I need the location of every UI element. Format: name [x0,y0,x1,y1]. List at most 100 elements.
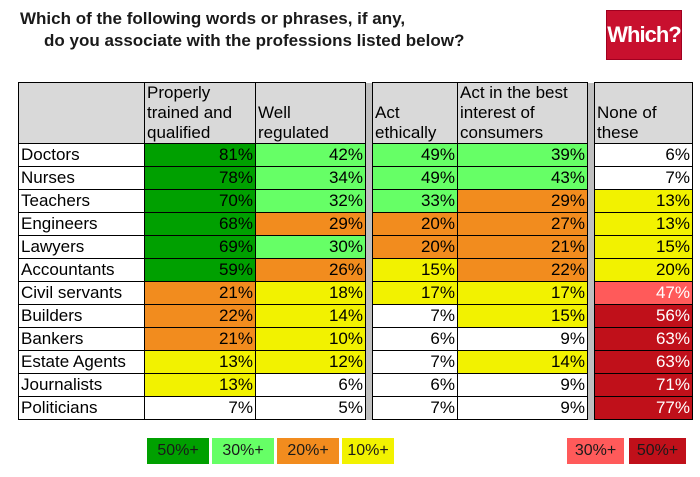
profession-label: Bankers [18,327,145,351]
table-row: Doctors 81% 42% 49% 39% 6% [18,143,693,167]
profession-label: Teachers [18,189,145,213]
value-cell: 56% [594,304,693,328]
profession-label: Civil servants [18,281,145,305]
column-gap [587,258,595,282]
column-gap [365,212,373,236]
column-gap [587,281,595,305]
value-cell: 29% [457,189,588,213]
profession-label: Lawyers [18,235,145,259]
legend-none-50-plus: 50%+ [629,438,686,464]
column-gap [587,373,595,397]
legend-none-30-plus: 30%+ [567,438,624,464]
column-gap [587,304,595,328]
value-cell: 21% [144,281,256,305]
profession-label: Builders [18,304,145,328]
profession-label: Doctors [18,143,145,167]
value-cell: 15% [457,304,588,328]
column-gap [365,350,373,374]
table-row: Lawyers 69% 30% 20% 21% 15% [18,235,693,259]
value-cell: 15% [594,235,693,259]
value-cell: 10% [255,327,366,351]
value-cell: 68% [144,212,256,236]
column-header: Act ethically [372,82,458,144]
column-gap [365,235,373,259]
value-cell: 30% [255,235,366,259]
column-gap [365,143,373,167]
column-header: None of these [594,82,693,144]
column-header: Properly trained and qualified [144,82,256,144]
column-gap [365,258,373,282]
value-cell: 26% [255,258,366,282]
column-gap [587,212,595,236]
profession-label: Nurses [18,166,145,190]
value-cell: 33% [372,189,458,213]
table-row: Nurses 78% 34% 49% 43% 7% [18,166,693,190]
value-cell: 17% [372,281,458,305]
value-cell: 63% [594,350,693,374]
value-cell: 9% [457,396,588,420]
legend-30-plus: 30%+ [212,438,274,464]
value-cell: 17% [457,281,588,305]
value-cell: 7% [144,396,256,420]
value-cell: 49% [372,166,458,190]
value-cell: 14% [255,304,366,328]
value-cell: 13% [144,350,256,374]
value-cell: 34% [255,166,366,190]
column-gap [365,304,373,328]
value-cell: 5% [255,396,366,420]
which-logo: Which? [606,10,682,60]
table-row: Teachers 70% 32% 33% 29% 13% [18,189,693,213]
column-gap [365,396,373,420]
value-cell: 20% [372,212,458,236]
column-gap [587,166,595,190]
table-row: Estate Agents 13% 12% 7% 14% 63% [18,350,693,374]
column-gap [587,189,595,213]
table-row: Bankers 21% 10% 6% 9% 63% [18,327,693,351]
table-row: Accountants 59% 26% 15% 22% 20% [18,258,693,282]
profession-label: Politicians [18,396,145,420]
value-cell: 7% [372,396,458,420]
column-gap [587,350,595,374]
value-cell: 42% [255,143,366,167]
value-cell: 81% [144,143,256,167]
column-gap [365,281,373,305]
results-table: Properly trained and qualified Well regu… [18,82,693,420]
profession-label: Accountants [18,258,145,282]
value-cell: 13% [594,212,693,236]
column-gap [365,189,373,213]
title-line-1: Which of the following words or phrases,… [20,9,406,28]
column-gap [587,235,595,259]
table-row: Engineers 68% 29% 20% 27% 13% [18,212,693,236]
column-gap [587,143,595,167]
column-gap [365,327,373,351]
value-cell: 70% [144,189,256,213]
value-cell: 6% [594,143,693,167]
value-cell: 32% [255,189,366,213]
value-cell: 69% [144,235,256,259]
results-table-container: Properly trained and qualified Well regu… [18,82,693,420]
value-cell: 6% [255,373,366,397]
value-cell: 12% [255,350,366,374]
profession-label: Estate Agents [18,350,145,374]
value-cell: 47% [594,281,693,305]
value-cell: 59% [144,258,256,282]
value-cell: 14% [457,350,588,374]
column-gap [365,82,373,144]
column-header: Well regulated [255,82,366,144]
value-cell: 27% [457,212,588,236]
value-cell: 21% [457,235,588,259]
value-cell: 21% [144,327,256,351]
value-cell: 49% [372,143,458,167]
value-cell: 78% [144,166,256,190]
value-cell: 20% [594,258,693,282]
column-gap [365,166,373,190]
column-gap [587,396,595,420]
value-cell: 18% [255,281,366,305]
value-cell: 20% [372,235,458,259]
legend-20-plus: 20%+ [277,438,339,464]
value-cell: 22% [457,258,588,282]
chart-title: Which of the following words or phrases,… [20,8,580,52]
column-header: Act in the best interest of consumers [457,82,588,144]
column-gap [587,82,595,144]
legend-50-plus: 50%+ [147,438,209,464]
